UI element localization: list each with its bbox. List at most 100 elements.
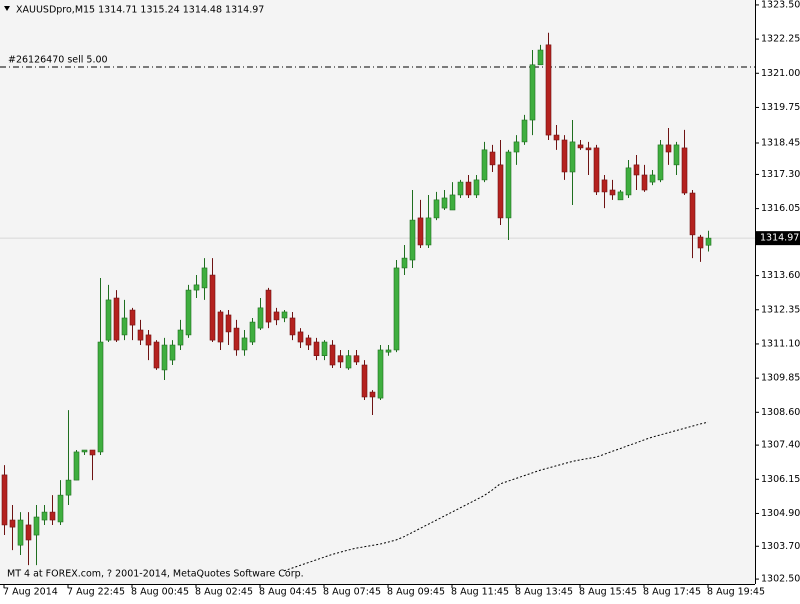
candle-body bbox=[185, 289, 192, 336]
current-price-box bbox=[756, 231, 800, 246]
symbol-marker bbox=[4, 6, 10, 11]
candle-body bbox=[209, 274, 216, 341]
candle-body bbox=[505, 151, 512, 219]
candle-body bbox=[641, 174, 648, 191]
candle-body bbox=[169, 344, 176, 361]
candle-body bbox=[41, 511, 48, 521]
candle-body bbox=[1, 474, 8, 526]
candle-body bbox=[401, 257, 408, 269]
x-tick-label: 8 Aug 15:45 bbox=[579, 587, 637, 598]
candle-body bbox=[481, 149, 488, 181]
candle-body bbox=[625, 167, 632, 196]
x-tick-label: 8 Aug 11:45 bbox=[451, 587, 509, 598]
candle-body bbox=[657, 144, 664, 181]
candle-body bbox=[561, 139, 568, 173]
x-tick-label: 7 Aug 2014 bbox=[3, 587, 58, 598]
candle-body bbox=[265, 289, 272, 323]
y-tick-label: 1316.05 bbox=[761, 203, 800, 214]
candle-body bbox=[385, 349, 392, 353]
candle-body bbox=[553, 134, 560, 141]
candle-body bbox=[9, 519, 16, 528]
candle-body bbox=[417, 217, 424, 246]
candle-body bbox=[393, 267, 400, 351]
candle-body bbox=[497, 164, 504, 219]
y-tick-label: 1317.30 bbox=[761, 169, 800, 180]
candle-body bbox=[345, 355, 352, 369]
candle-body bbox=[105, 299, 112, 341]
candle-body bbox=[529, 64, 536, 121]
candle-body bbox=[161, 344, 168, 371]
candle-body bbox=[249, 321, 256, 343]
candle-body bbox=[673, 144, 680, 166]
candle-body bbox=[689, 192, 696, 236]
candle-body bbox=[369, 391, 376, 398]
candle-body bbox=[633, 164, 640, 176]
y-tick-label: 1302.50 bbox=[761, 574, 800, 585]
candle-body bbox=[337, 355, 344, 363]
y-tick-label: 1313.60 bbox=[761, 270, 800, 281]
candle-body bbox=[705, 237, 712, 246]
candle-body bbox=[57, 494, 64, 523]
candle-body bbox=[665, 144, 672, 153]
candle-body bbox=[537, 49, 544, 66]
candle-body bbox=[297, 331, 304, 343]
y-tick-label: 1306.15 bbox=[761, 474, 800, 485]
footer: MT 4 at FOREX.com, ? 2001-2014, MetaQuot… bbox=[7, 569, 304, 580]
x-tick-label: 8 Aug 04:45 bbox=[259, 587, 317, 598]
y-tick-label: 1303.70 bbox=[761, 541, 800, 552]
candle-body bbox=[201, 267, 208, 289]
candle-body bbox=[361, 364, 368, 398]
candle-body bbox=[457, 181, 464, 196]
candle-body bbox=[321, 341, 328, 357]
candle-body bbox=[545, 44, 552, 136]
moving-average bbox=[283, 421, 709, 572]
x-tick-label: 8 Aug 00:45 bbox=[131, 587, 189, 598]
candle-body bbox=[97, 341, 104, 453]
candle-body bbox=[73, 451, 80, 481]
y-tick-label: 1307.40 bbox=[761, 440, 800, 451]
candle-body bbox=[225, 314, 232, 333]
current-price-label: 1314.97 bbox=[760, 233, 799, 244]
candle-body bbox=[129, 309, 136, 326]
candle-body bbox=[601, 179, 608, 193]
candle-body bbox=[217, 311, 224, 343]
candle-body bbox=[697, 236, 704, 249]
candle-body bbox=[617, 191, 624, 201]
candle-body bbox=[609, 189, 616, 196]
candle-body bbox=[569, 141, 576, 173]
candle-body bbox=[33, 516, 40, 536]
y-tick-label: 1321.00 bbox=[761, 68, 800, 79]
order-label: #26126470 sell 5.00 bbox=[8, 54, 108, 65]
candle-body bbox=[489, 151, 496, 166]
candle-body bbox=[681, 147, 688, 194]
y-tick-label: 1322.25 bbox=[761, 34, 800, 45]
x-tick-label: 8 Aug 13:45 bbox=[515, 587, 573, 598]
candle-body bbox=[577, 144, 584, 149]
y-tick-label: 1304.90 bbox=[761, 508, 800, 519]
y-tick-label: 1308.60 bbox=[761, 407, 800, 418]
candle-body bbox=[193, 284, 200, 291]
candle-body bbox=[353, 355, 360, 363]
x-tick-label: 8 Aug 19:45 bbox=[707, 587, 765, 598]
x-tick-label: 8 Aug 17:45 bbox=[643, 587, 701, 598]
candle-body bbox=[521, 119, 528, 143]
candle-body bbox=[513, 141, 520, 153]
candle-body bbox=[81, 449, 88, 453]
candle-body bbox=[177, 329, 184, 346]
y-tick-label: 1309.85 bbox=[761, 373, 800, 384]
x-tick-label: 8 Aug 07:45 bbox=[323, 587, 381, 598]
candle-body bbox=[433, 199, 440, 219]
candle-body bbox=[273, 311, 280, 321]
y-tick-label: 1318.45 bbox=[761, 137, 800, 148]
candle-body bbox=[241, 337, 248, 351]
candle-body bbox=[441, 197, 448, 209]
candle-body bbox=[145, 334, 152, 346]
x-tick-label: 7 Aug 22:45 bbox=[67, 587, 125, 598]
y-tick-label: 1311.10 bbox=[761, 338, 800, 349]
candle-body bbox=[89, 449, 96, 456]
candle-body bbox=[305, 337, 312, 346]
candle-body bbox=[473, 179, 480, 196]
